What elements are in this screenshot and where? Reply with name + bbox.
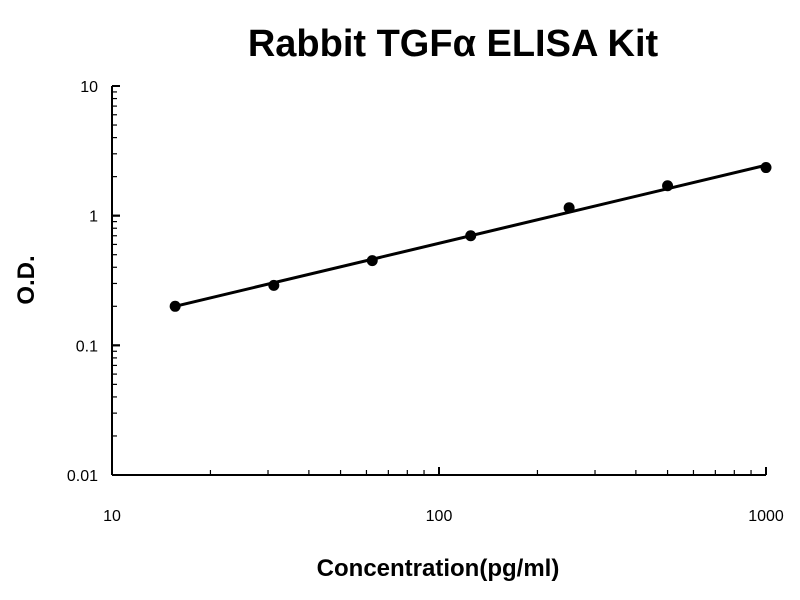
x-axis-label: Concentration(pg/ml)	[317, 555, 560, 582]
data-point	[465, 230, 477, 242]
marks-layer	[169, 162, 772, 312]
x-tick-label: 100	[426, 508, 453, 525]
y-axis-label: O.D.	[13, 255, 40, 304]
data-point	[662, 180, 674, 192]
axes-layer	[111, 86, 766, 476]
data-point	[563, 202, 575, 214]
data-point	[268, 279, 280, 291]
y-tick-label: 1	[89, 209, 98, 226]
data-point	[169, 300, 181, 312]
x-tick-label: 10	[103, 508, 121, 525]
x-tick-label: 1000	[748, 508, 784, 525]
ticks-layer: 10 100 1000 0.01 0.1 1 10	[67, 79, 784, 525]
y-tick-label: 10	[80, 79, 98, 96]
y-tick-label: 0.01	[67, 468, 98, 485]
chart-title: Rabbit TGFα ELISA Kit	[248, 23, 659, 65]
data-point	[366, 255, 378, 267]
y-tick-label: 0.1	[76, 338, 98, 355]
data-point	[760, 162, 772, 174]
